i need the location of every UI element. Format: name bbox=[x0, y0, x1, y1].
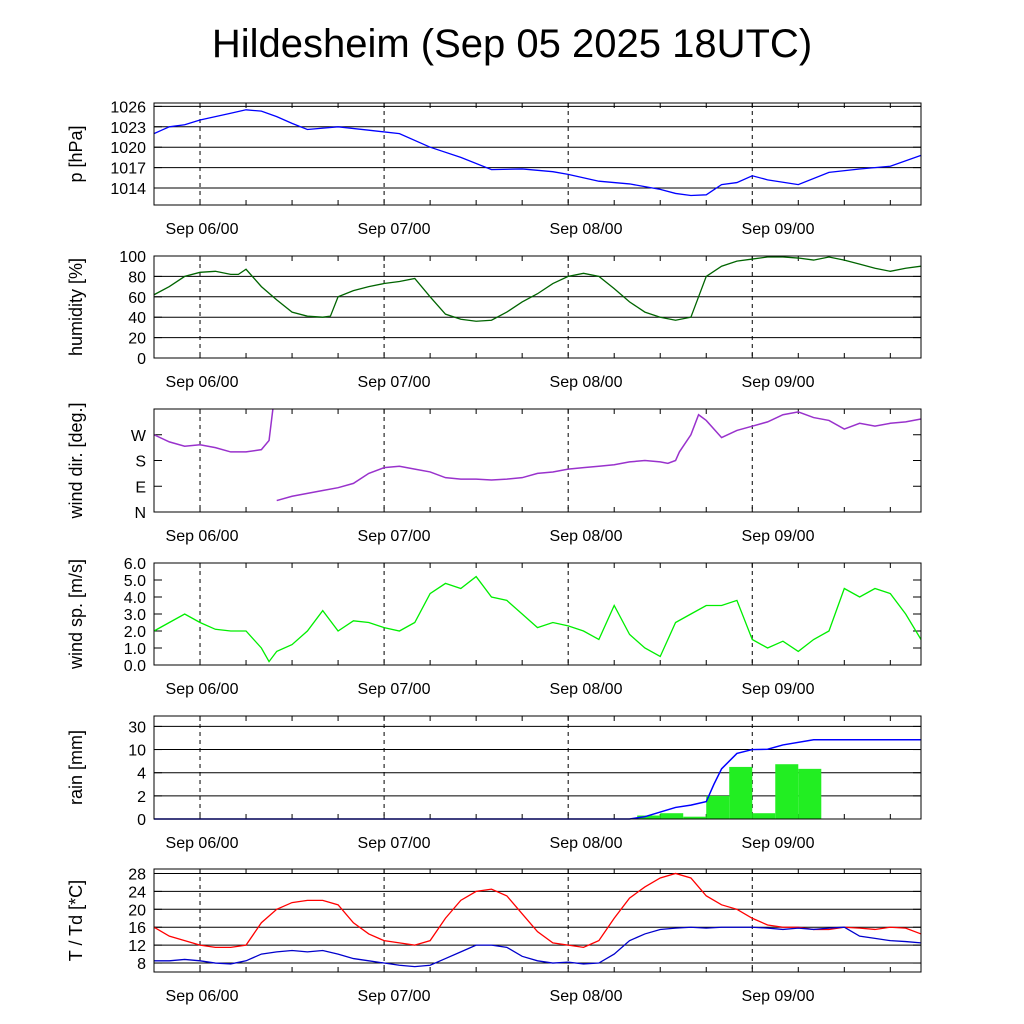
rain-ytick-label: 10 bbox=[128, 743, 146, 760]
wind_speed-ytick-label: 0.0 bbox=[124, 658, 146, 675]
wind_speed-ytick-label: 1.0 bbox=[124, 641, 146, 658]
humidity-ytick-label: 100 bbox=[119, 249, 146, 266]
temperature-xtick-label: Sep 07/00 bbox=[358, 988, 431, 1005]
temperature-xtick-label: Sep 06/00 bbox=[166, 988, 239, 1005]
temperature-ytick-label: 8 bbox=[137, 956, 146, 973]
rain-bar bbox=[706, 795, 730, 819]
rain-ytick-label: 4 bbox=[137, 766, 146, 783]
humidity-ytick-label: 0 bbox=[137, 351, 146, 368]
rain-xtick-label: Sep 07/00 bbox=[358, 835, 431, 852]
chart-title: Hildesheim (Sep 05 2025 18UTC) bbox=[211, 22, 813, 66]
wind_speed-ylabel: wind sp. [m/s] bbox=[66, 559, 86, 670]
temperature-frame bbox=[153, 868, 922, 973]
rain-ytick-label: 30 bbox=[128, 719, 146, 736]
wind_speed-frame bbox=[153, 562, 922, 666]
wind_dir-ylabel: wind dir. [deg.] bbox=[66, 402, 86, 519]
humidity-xtick-label: Sep 09/00 bbox=[742, 374, 815, 391]
rain-ytick-label: 2 bbox=[137, 789, 146, 806]
humidity-ylabel: humidity [%] bbox=[66, 258, 86, 356]
wind_speed-ytick-label: 4.0 bbox=[124, 590, 146, 607]
dewpoint-line bbox=[154, 926, 922, 968]
pressure-ytick-label: 1026 bbox=[110, 99, 146, 116]
humidity-xtick-label: Sep 08/00 bbox=[550, 374, 623, 391]
wind_speed-xtick-label: Sep 08/00 bbox=[550, 681, 623, 698]
pressure-ylabel: p [hPa] bbox=[66, 125, 86, 182]
humidity-ytick-label: 20 bbox=[128, 331, 146, 348]
rain-bar bbox=[637, 815, 661, 819]
rain-bar bbox=[683, 816, 707, 819]
rain-bar bbox=[660, 813, 684, 819]
pressure-frame bbox=[153, 102, 922, 206]
wind_speed-ytick-label: 5.0 bbox=[124, 573, 146, 590]
rain-xtick-label: Sep 08/00 bbox=[550, 835, 623, 852]
rain-bar bbox=[729, 766, 753, 819]
wind_speed-ytick-label: 3.0 bbox=[124, 607, 146, 624]
wind_dir-xtick-label: Sep 08/00 bbox=[550, 528, 623, 545]
temperature-line bbox=[153, 872, 922, 949]
pressure-xtick-label: Sep 09/00 bbox=[742, 221, 815, 238]
wind_dir-frame bbox=[153, 408, 922, 513]
rain-cumulative-line bbox=[154, 738, 921, 820]
humidity-ytick-label: 60 bbox=[128, 290, 146, 307]
temperature-ytick-label: 28 bbox=[128, 866, 146, 883]
wind_speed-line bbox=[153, 575, 922, 663]
rain-xtick-label: Sep 06/00 bbox=[166, 835, 239, 852]
temperature-xtick-label: Sep 08/00 bbox=[550, 988, 623, 1005]
wind_dir-ytick-label: E bbox=[135, 479, 146, 496]
pressure-ytick-label: 1020 bbox=[110, 140, 146, 157]
rain-bar bbox=[752, 813, 776, 819]
temperature-ytick-label: 16 bbox=[128, 920, 146, 937]
humidity-line bbox=[153, 256, 922, 322]
rain-bar bbox=[798, 768, 822, 819]
pressure-ytick-label: 1014 bbox=[110, 181, 146, 198]
wind_speed-xtick-label: Sep 06/00 bbox=[166, 681, 239, 698]
temperature-ytick-label: 20 bbox=[128, 902, 146, 919]
temperature-ylabel: T / Td [*C] bbox=[66, 880, 86, 961]
wind-direction-line bbox=[276, 411, 922, 502]
temperature-ytick-label: 12 bbox=[128, 938, 146, 955]
rain-ytick-label: 0 bbox=[137, 812, 146, 829]
temperature-xtick-label: Sep 09/00 bbox=[742, 988, 815, 1005]
rain-bar bbox=[775, 764, 799, 819]
wind_dir-ytick-label: S bbox=[135, 454, 146, 471]
pressure-xtick-label: Sep 07/00 bbox=[358, 221, 431, 238]
wind_dir-ytick-label: N bbox=[134, 505, 146, 522]
wind_speed-ytick-label: 2.0 bbox=[124, 624, 146, 641]
wind-direction-line bbox=[153, 408, 274, 453]
humidity-xtick-label: Sep 06/00 bbox=[166, 374, 239, 391]
rain-xtick-label: Sep 09/00 bbox=[742, 835, 815, 852]
wind_speed-ytick-label: 6.0 bbox=[124, 556, 146, 573]
temperature-ytick-label: 24 bbox=[128, 884, 146, 901]
wind_speed-xtick-label: Sep 09/00 bbox=[742, 681, 815, 698]
pressure-xtick-label: Sep 08/00 bbox=[550, 221, 623, 238]
humidity-frame bbox=[153, 255, 922, 359]
rain-frame bbox=[153, 715, 922, 820]
pressure-line bbox=[153, 109, 922, 197]
rain-ylabel: rain [mm] bbox=[66, 730, 86, 805]
humidity-xtick-label: Sep 07/00 bbox=[358, 374, 431, 391]
pressure-ytick-label: 1023 bbox=[110, 120, 146, 137]
wind_dir-xtick-label: Sep 07/00 bbox=[358, 528, 431, 545]
wind_dir-ytick-label: W bbox=[131, 428, 147, 445]
pressure-ytick-label: 1017 bbox=[110, 161, 146, 178]
humidity-ytick-label: 80 bbox=[128, 269, 146, 286]
wind_dir-xtick-label: Sep 09/00 bbox=[742, 528, 815, 545]
humidity-ytick-label: 40 bbox=[128, 310, 146, 327]
wind_dir-xtick-label: Sep 06/00 bbox=[166, 528, 239, 545]
pressure-xtick-label: Sep 06/00 bbox=[166, 221, 239, 238]
wind_speed-xtick-label: Sep 07/00 bbox=[358, 681, 431, 698]
